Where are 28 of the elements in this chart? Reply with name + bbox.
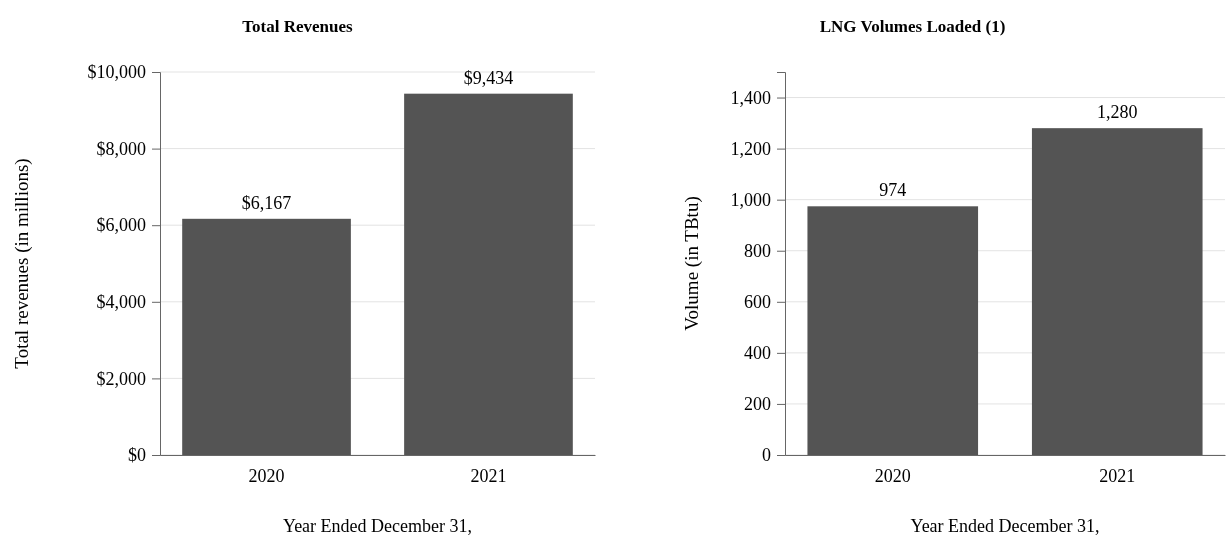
x-axis-title: Year Ended December 31,: [282, 516, 473, 536]
y-tick-label: 200: [744, 394, 771, 415]
y-tick-label: $6,000: [96, 215, 146, 236]
y-tick-label: 1,400: [730, 87, 771, 108]
y-tick-label: 600: [744, 292, 771, 313]
y-axis-title: Total revenues (in millions): [11, 158, 33, 369]
y-tick-label: $2,000: [96, 368, 146, 389]
x-tick-label: 2020: [248, 465, 285, 486]
data-label: $9,434: [463, 67, 514, 88]
data-label: $6,167: [241, 192, 292, 213]
chart-title: Total Revenues: [242, 17, 354, 36]
y-tick-label: 800: [744, 240, 771, 261]
x-tick-label: 2021: [470, 465, 507, 486]
data-label: 974: [879, 180, 907, 201]
y-tick-label: 0: [762, 445, 771, 466]
y-tick-label: $0: [128, 445, 146, 466]
x-axis-title: Year Ended December 31,: [910, 516, 1100, 536]
y-tick-label: $8,000: [96, 138, 146, 159]
y-tick-label: 1,000: [730, 189, 771, 210]
y-tick-label: 400: [744, 343, 771, 364]
data-label: 1,280: [1096, 102, 1138, 123]
y-tick-label: $10,000: [87, 62, 146, 83]
y-tick-label: 1,200: [730, 138, 771, 159]
chart-title: LNG Volumes Loaded (1): [819, 17, 1006, 36]
y-axis-title: Volume (in TBtu): [681, 196, 703, 331]
y-tick-label: $4,000: [96, 292, 146, 313]
x-tick-label: 2020: [874, 465, 911, 486]
x-tick-label: 2021: [1099, 465, 1136, 486]
